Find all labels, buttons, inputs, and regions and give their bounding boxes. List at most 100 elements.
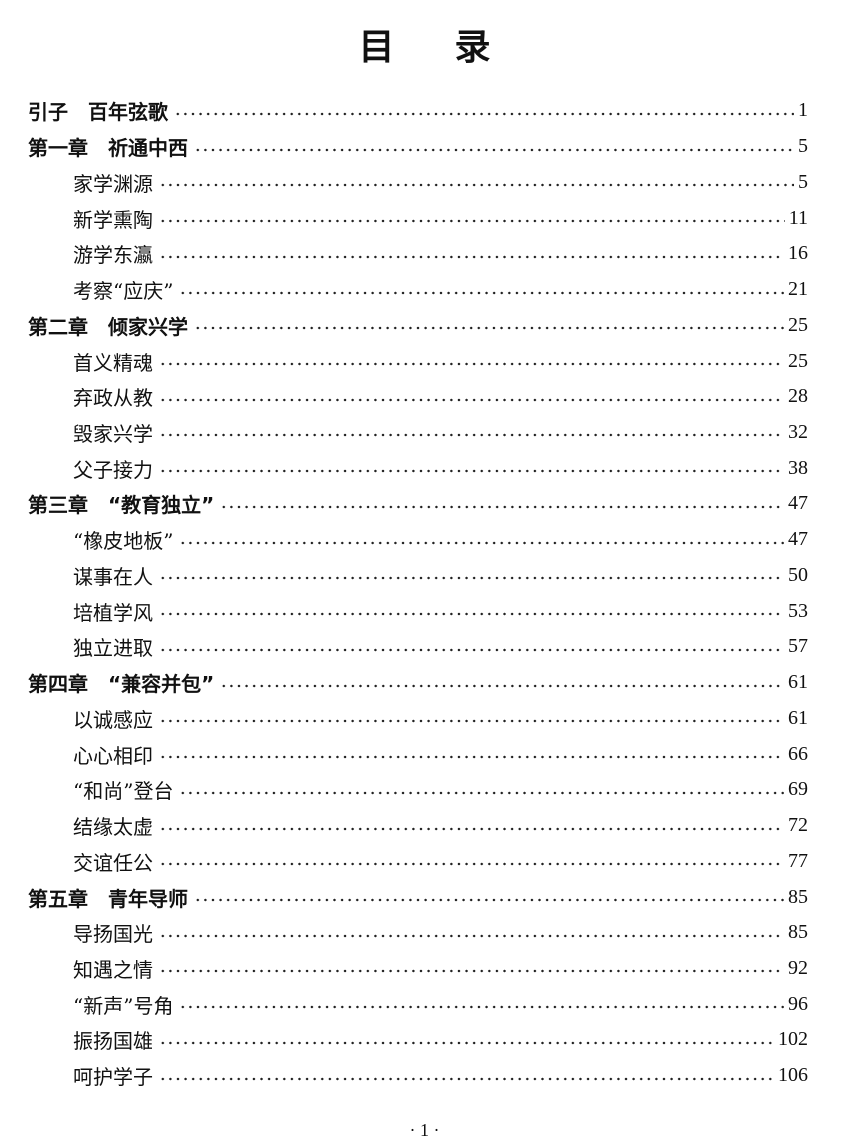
- entry-page-number: 66: [788, 742, 808, 765]
- entry-page-number: 47: [788, 528, 808, 551]
- dot-leader: [159, 647, 784, 652]
- page-title: 目录: [358, 27, 551, 68]
- entry-title: 振扬国雄: [73, 1029, 153, 1054]
- toc-section-entry: 毁家兴学 32: [28, 415, 808, 451]
- toc-section-entry: 谋事在人 50: [28, 558, 808, 594]
- entry-title: 心心相印: [73, 743, 153, 768]
- dot-leader: [159, 397, 784, 402]
- toc-section-entry: 知遇之情 92: [28, 951, 808, 987]
- entry-page-number: 61: [788, 706, 808, 729]
- entry-title: 引子 百年弦歌: [28, 100, 168, 125]
- dot-leader: [159, 433, 784, 438]
- entry-title: 结缘太虚: [73, 815, 153, 840]
- toc-section-entry: 考察“应庆” 21: [28, 272, 808, 308]
- toc-section-entry: “橡皮地板” 47: [28, 522, 808, 558]
- entry-title: 游学东瀛: [73, 243, 153, 268]
- entry-title: 父子接力: [73, 457, 153, 482]
- toc-section-entry: 呵护学子 106: [28, 1058, 808, 1094]
- toc-section-entry: 家学渊源 5: [28, 164, 808, 200]
- dot-leader: [159, 576, 784, 581]
- entry-page-number: 32: [788, 420, 808, 443]
- toc-chapter-entry: 第一章 祈通中西 5: [28, 129, 808, 165]
- entry-page-number: 38: [788, 456, 808, 479]
- toc-section-entry: 振扬国雄 102: [28, 1022, 808, 1058]
- entry-title: 毁家兴学: [73, 421, 153, 446]
- entry-page-number: 69: [788, 778, 808, 801]
- entry-title: 首义精魂: [73, 350, 153, 375]
- page-number-footer: · 1 ·: [409, 1120, 440, 1140]
- dot-leader: [159, 469, 784, 474]
- entry-title: 第五章 青年导师: [28, 886, 188, 911]
- toc-section-entry: 首义精魂 25: [28, 343, 808, 379]
- dot-leader: [159, 862, 784, 867]
- toc-section-entry: 培植学风 53: [28, 593, 808, 629]
- dot-leader: [194, 898, 784, 903]
- dot-leader: [159, 219, 785, 224]
- entry-title: “橡皮地板”: [73, 529, 174, 554]
- entry-title: 第一章 祈通中西: [28, 136, 188, 161]
- entry-title: 交谊任公: [73, 850, 153, 875]
- dot-leader: [179, 1005, 784, 1010]
- entry-title: 第二章 倾家兴学: [28, 314, 188, 339]
- dot-leader: [220, 683, 784, 688]
- entry-page-number: 5: [798, 135, 808, 158]
- entry-page-number: 92: [788, 956, 808, 979]
- toc-section-entry: 独立进取 57: [28, 629, 808, 665]
- toc-section-entry: 新学熏陶 11: [28, 200, 808, 236]
- entry-title: 独立进取: [73, 636, 153, 661]
- dot-leader: [159, 254, 784, 259]
- entry-page-number: 21: [788, 278, 808, 301]
- entry-page-number: 25: [788, 349, 808, 372]
- toc-chapter-entry: 第二章 倾家兴学 25: [28, 307, 808, 343]
- entry-page-number: 50: [788, 563, 808, 586]
- toc-section-entry: 父子接力 38: [28, 450, 808, 486]
- toc-section-entry: 游学东瀛 16: [28, 236, 808, 272]
- dot-leader: [194, 147, 794, 152]
- entry-page-number: 85: [788, 921, 808, 944]
- dot-leader: [179, 790, 784, 795]
- entry-title: 以诚感应: [73, 707, 153, 732]
- dot-leader: [159, 1040, 774, 1045]
- dot-leader: [220, 504, 784, 509]
- entry-title: 呵护学子: [73, 1065, 153, 1090]
- dot-leader: [159, 969, 784, 974]
- dot-leader: [159, 933, 784, 938]
- toc-section-entry: 交谊任公 77: [28, 843, 808, 879]
- dot-leader: [159, 362, 784, 366]
- entry-page-number: 85: [788, 885, 808, 908]
- toc-chapter-entry: 第三章 “教育独立” 47: [28, 486, 808, 522]
- entry-page-number: 53: [788, 599, 808, 622]
- entry-title: 导扬国光: [73, 922, 153, 947]
- entry-title: 第三章 “教育独立”: [28, 493, 215, 518]
- dot-leader: [194, 326, 784, 331]
- entry-page-number: 61: [788, 671, 808, 694]
- entry-title: 谋事在人: [73, 564, 153, 589]
- toc-section-entry: 弃政从教 28: [28, 379, 808, 415]
- entry-title: 第四章 “兼容并包”: [28, 672, 215, 697]
- entry-title: 考察“应庆”: [73, 279, 174, 304]
- entry-page-number: 16: [788, 242, 808, 265]
- entry-title: 家学渊源: [73, 171, 153, 196]
- entry-page-number: 57: [788, 635, 808, 658]
- toc-chapter-entry: 引子 百年弦歌 1: [28, 93, 808, 129]
- toc-section-entry: 以诚感应 61: [28, 700, 808, 736]
- dot-leader: [179, 540, 784, 545]
- entry-page-number: 1: [798, 99, 808, 122]
- toc-section-entry: 心心相印 66: [28, 736, 808, 772]
- entry-page-number: 47: [788, 492, 808, 515]
- dot-leader: [159, 826, 784, 831]
- entry-title: “新声”号角: [73, 993, 174, 1018]
- entry-title: 弃政从教: [73, 386, 153, 411]
- dot-leader: [159, 612, 784, 617]
- entry-page-number: 77: [788, 849, 808, 872]
- dot-leader: [174, 111, 794, 116]
- dot-leader: [159, 183, 794, 188]
- entry-page-number: 25: [788, 313, 808, 336]
- entry-title: 新学熏陶: [73, 207, 153, 232]
- toc-section-entry: “新声”号角 96: [28, 986, 808, 1022]
- toc-section-entry: “和尚”登台 69: [28, 772, 808, 808]
- toc-chapter-entry: 第五章 青年导师 85: [28, 879, 808, 915]
- entry-page-number: 11: [788, 206, 808, 229]
- entry-title: 知遇之情: [73, 957, 153, 982]
- table-of-contents: 引子 百年弦歌 1 第一章 祈通中西 5 家学渊源 5 新学熏陶 11 游学东瀛 16 考察“应庆”…: [28, 93, 808, 1094]
